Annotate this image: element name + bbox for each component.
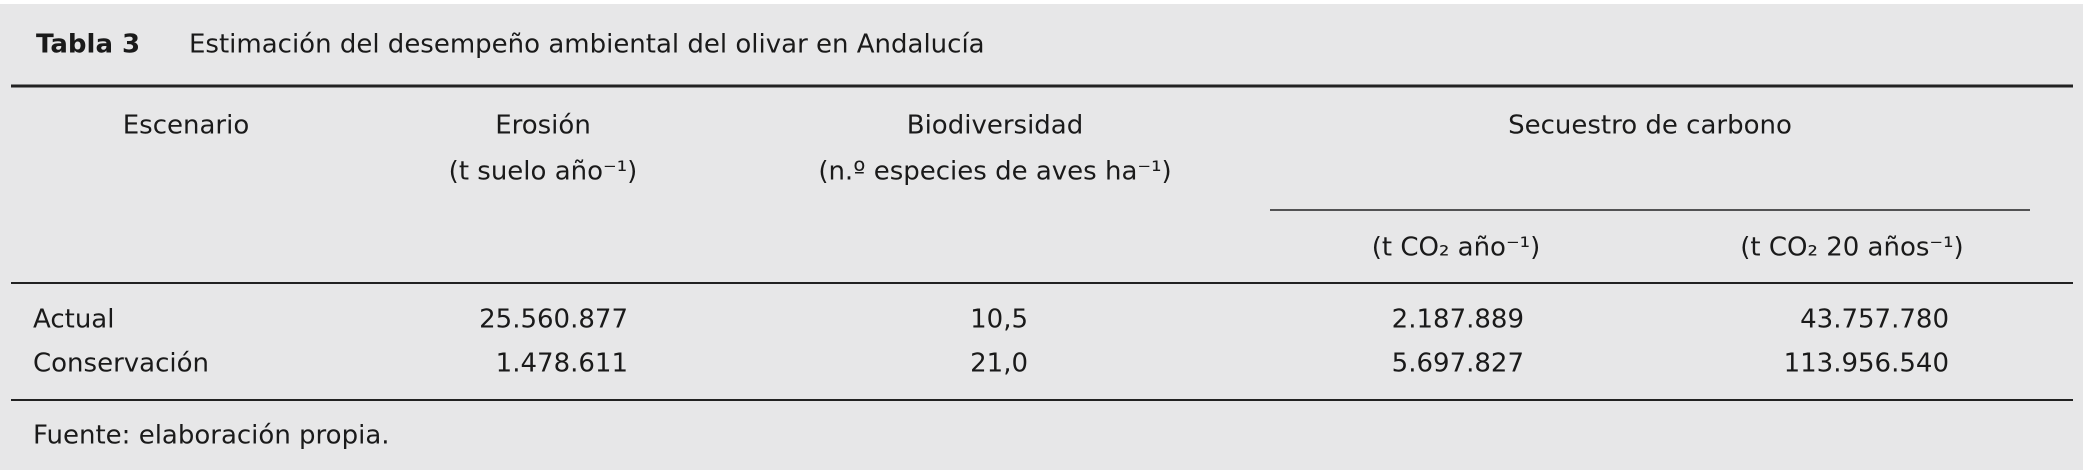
header-subunit: (t CO₂ 20 años⁻¹) bbox=[1740, 233, 1963, 263]
cell: 5.697.827 bbox=[1392, 349, 1524, 379]
header-unit: (t suelo año⁻¹) bbox=[449, 157, 638, 187]
table-title: Estimación del desempeño ambiental del o… bbox=[189, 30, 985, 60]
table-label: Tabla 3 bbox=[36, 30, 140, 60]
cell: 25.560.877 bbox=[479, 305, 628, 335]
row-label: Actual bbox=[33, 305, 114, 335]
cell: 10,5 bbox=[970, 305, 1028, 335]
cell: 2.187.889 bbox=[1392, 305, 1524, 335]
header-cell: Erosión bbox=[495, 111, 591, 141]
header-cell: Secuestro de carbono bbox=[1508, 111, 1792, 141]
top-edge bbox=[0, 0, 2083, 4]
cell: 43.757.780 bbox=[1800, 305, 1949, 335]
header-cell: Escenario bbox=[123, 111, 250, 141]
cell: 1.478.611 bbox=[496, 349, 628, 379]
header-unit: (n.º especies de aves ha⁻¹) bbox=[818, 157, 1171, 187]
cell: 21,0 bbox=[970, 349, 1028, 379]
row-label: Conservación bbox=[33, 349, 209, 379]
header-cell: Biodiversidad bbox=[907, 111, 1083, 141]
footer-note: Fuente: elaboración propia. bbox=[33, 421, 390, 451]
cell: 113.956.540 bbox=[1784, 349, 1949, 379]
header-subunit: (t CO₂ año⁻¹) bbox=[1372, 233, 1541, 263]
